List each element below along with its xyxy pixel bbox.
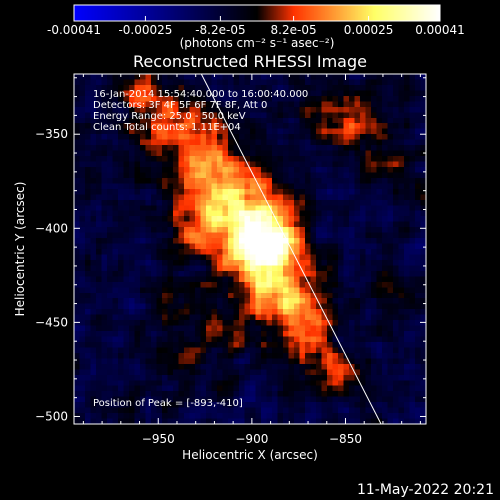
heatmap-image: [74, 74, 426, 424]
colorbar-tick-label: -8.2e-05: [195, 23, 245, 37]
colorbar-tick-label: 8.2e-05: [271, 23, 317, 37]
x-tick-label: −950: [142, 432, 175, 446]
y-tick-label: −350: [35, 127, 68, 141]
y-tick-label: −500: [35, 409, 68, 423]
solar-limb-line: [200, 73, 382, 425]
colorbar-tick-label: -0.00025: [118, 23, 172, 37]
render-timestamp: 11-May-2022 20:21: [357, 482, 494, 498]
x-axis-label: Heliocentric X (arcsec): [182, 448, 318, 462]
colorbar-ticks: -0.00041 -0.00025 -8.2e-05 8.2e-05 0.00025 0.…: [47, 16, 465, 37]
info-line: Energy Range: 25.0 - 50.0 keV: [93, 111, 246, 122]
colorbar-gradient: [74, 5, 440, 21]
colorbar: -0.00041 -0.00025 -8.2e-05 8.2e-05 0.00025 0.…: [47, 4, 465, 50]
info-line: Clean Total counts: 1.11E+04: [93, 122, 241, 133]
chart-title: Reconstructed RHESSI Image: [133, 52, 367, 71]
colorbar-units-label: (photons cm⁻² s⁻¹ asec⁻²): [180, 36, 335, 50]
peak-position-label: Position of Peak = [-893,-410]: [93, 398, 243, 409]
colorbar-tick-label: -0.00041: [47, 23, 101, 37]
info-line: 16-Jan-2014 15:54:40.000 to 16:00:40.000: [93, 89, 308, 100]
x-tick-label: −900: [235, 432, 268, 446]
observation-info: 16-Jan-2014 15:54:40.000 to 16:00:40.000…: [93, 89, 308, 133]
plot-area: 16-Jan-2014 15:54:40.000 to 16:00:40.000…: [73, 73, 427, 425]
x-axis: −950 −900 −850: [82, 74, 421, 446]
limb-line-segment: [200, 73, 382, 425]
info-line: Detectors: 3F 4F 5F 6F 7F 8F, Att 0: [93, 100, 267, 111]
x-tick-label: −850: [329, 432, 362, 446]
y-tick-label: −400: [35, 221, 68, 235]
colorbar-frame: [73, 4, 441, 22]
y-tick-label: −450: [35, 315, 68, 329]
colorbar-tick-label: 0.00041: [415, 23, 465, 37]
plot-frame: [73, 73, 427, 425]
y-axis: −350 −400 −450 −500: [35, 77, 426, 423]
colorbar-tick-label: 0.00025: [344, 23, 394, 37]
y-axis-label: Heliocentric Y (arcsec): [13, 182, 27, 317]
